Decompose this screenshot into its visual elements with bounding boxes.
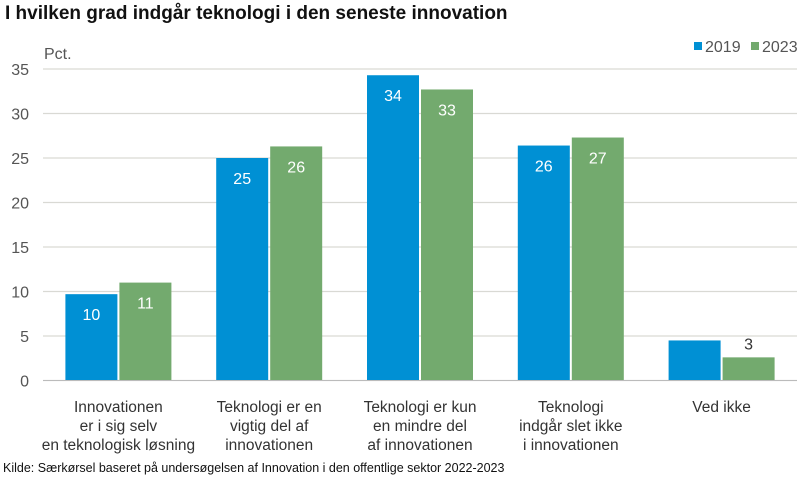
x-tick-label: er i sig selv (80, 418, 158, 435)
data-label: 10 (83, 307, 101, 324)
legend-label: 2023 (762, 39, 798, 56)
x-tick-label: vigtig del af (230, 418, 309, 435)
x-tick-label: en teknologisk løsning (42, 437, 195, 454)
data-label: 26 (535, 159, 553, 176)
data-label: 34 (384, 88, 402, 105)
data-label: 5 (690, 319, 699, 336)
data-label: 3 (744, 336, 753, 353)
x-tick-label: en mindre del (373, 418, 467, 435)
chart-title: I hvilken grad indgår teknologi i den se… (5, 3, 508, 24)
bar-2019 (367, 75, 419, 381)
x-tick-label: Innovationen (74, 399, 163, 416)
x-tick-label: af innovationen (367, 437, 472, 454)
bar-2019 (65, 294, 118, 381)
bar-2023 (119, 282, 172, 381)
x-tick-label: Teknologi er kun (364, 399, 477, 416)
source-note: Kilde: Særkørsel baseret på undersøgelse… (3, 461, 505, 475)
x-tick-label: Ved ikke (692, 399, 751, 416)
bar-2023 (270, 146, 323, 381)
y-tick-label: 35 (11, 62, 29, 79)
y-tick-label: 5 (20, 329, 29, 346)
bar-2019 (668, 340, 721, 381)
y-tick-label: 20 (11, 196, 29, 213)
x-tick-label: Teknologi (538, 399, 604, 416)
data-label: 33 (438, 102, 456, 119)
y-tick-label: 15 (11, 240, 29, 257)
bar-2019 (216, 158, 269, 381)
bar-2023 (421, 89, 473, 381)
x-tick-label: innovationen (225, 437, 313, 454)
data-label: 26 (287, 159, 305, 176)
legend-swatch-2023 (751, 42, 759, 50)
x-tick-label: Teknologi er en (217, 399, 322, 416)
y-tick-label: 30 (11, 107, 29, 124)
y-tick-label: 0 (20, 374, 29, 391)
y-axis-label: Pct. (44, 46, 72, 63)
bar-2023 (722, 357, 775, 381)
data-label: 25 (233, 171, 251, 188)
bar-2023 (571, 137, 624, 381)
data-label: 11 (137, 296, 154, 313)
y-tick-label: 10 (11, 285, 29, 302)
x-tick-label: i innovationen (523, 437, 619, 454)
y-tick-label: 25 (11, 151, 29, 168)
data-label: 27 (589, 151, 607, 168)
legend-swatch-2019 (694, 42, 702, 50)
bar-2019 (517, 145, 570, 381)
legend-label: 2019 (705, 39, 741, 56)
x-tick-label: indgår slet ikke (519, 418, 622, 435)
